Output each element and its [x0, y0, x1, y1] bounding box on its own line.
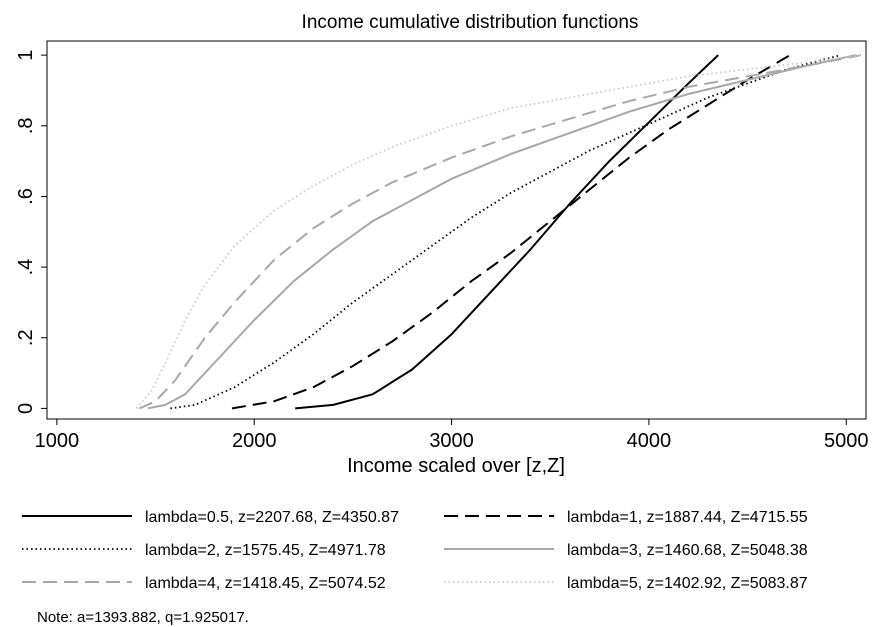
series-line-4 — [147, 54, 857, 410]
y-axis: 0 .2 .4 .6 .8 1 — [15, 50, 47, 414]
x-tick-label: 3000 — [429, 430, 474, 452]
chart-note: Note: a=1393.882, q=1.925017. — [37, 609, 249, 626]
plot-frame — [46, 40, 867, 420]
chart-title: Income cumulative distribution functions — [302, 12, 639, 33]
series-layer — [135, 54, 863, 410]
legend-label-4: lambda=3, z=1460.68, Z=5048.38 — [567, 542, 808, 559]
x-axis: 1000 2000 3000 4000 5000 — [35, 419, 869, 452]
x-tick-label: 5000 — [824, 430, 869, 452]
x-axis-title: Income scaled over [z,Z] — [347, 455, 565, 477]
legend-label-1: lambda=0.5, z=2207.68, Z=4350.87 — [145, 509, 399, 526]
y-tick-label: .8 — [15, 117, 37, 134]
legend-label-6: lambda=5, z=1402.92, Z=5083.87 — [567, 575, 808, 592]
y-tick-label: .4 — [15, 259, 37, 276]
x-tick-label: 1000 — [35, 430, 80, 452]
series-line-3 — [170, 54, 841, 410]
series-line-2 — [231, 54, 791, 410]
legend-label-3: lambda=2, z=1575.45, Z=4971.78 — [145, 542, 386, 559]
y-tick-label: 0 — [15, 403, 37, 414]
series-line-6 — [135, 54, 863, 409]
legend: lambda=0.5, z=2207.68, Z=4350.87 lambda=1… — [22, 509, 808, 592]
y-tick-label: .2 — [15, 329, 37, 346]
series-line-5 — [138, 54, 862, 410]
series-line-1 — [295, 54, 719, 410]
x-tick-label: 2000 — [232, 430, 277, 452]
y-tick-label: .6 — [15, 188, 37, 205]
legend-label-2: lambda=1, z=1887.44, Z=4715.55 — [567, 509, 808, 526]
legend-label-5: lambda=4, z=1418.45, Z=5074.52 — [145, 575, 386, 592]
x-tick-label: 4000 — [627, 430, 672, 452]
y-tick-label: 1 — [15, 50, 37, 61]
